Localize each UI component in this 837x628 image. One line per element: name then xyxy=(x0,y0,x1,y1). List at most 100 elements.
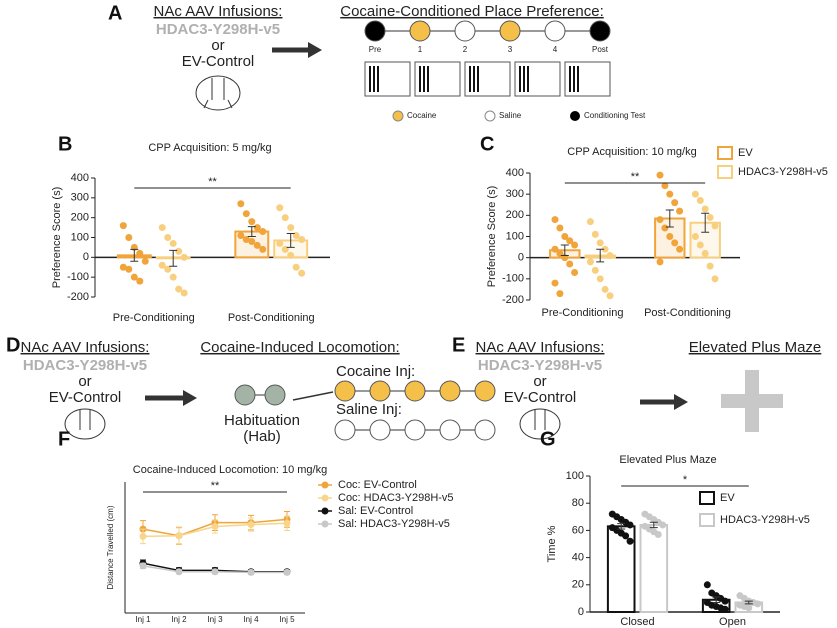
y-tick-label: 100 xyxy=(506,230,524,242)
data-point xyxy=(745,604,753,612)
bar xyxy=(639,523,669,614)
habituation: Habituation xyxy=(224,412,300,429)
y-axis-label: Distance Travelled (cm) xyxy=(106,505,115,589)
virus: HDAC3-Y298H-v5 xyxy=(23,357,147,374)
chart: CPP Acquisition: 10 mg/kg Preference Scor… xyxy=(486,146,828,319)
x-tick-label: Pre-Conditioning xyxy=(113,312,195,324)
data-point xyxy=(292,263,300,271)
y-tick-label: 100 xyxy=(71,231,89,243)
control: EV-Control xyxy=(504,389,577,406)
y-tick-label: 300 xyxy=(71,192,89,204)
data-point xyxy=(622,532,630,540)
marker xyxy=(283,519,291,527)
data-point xyxy=(164,265,172,273)
data-point xyxy=(169,273,177,281)
chart-title: Elevated Plus Maze xyxy=(619,454,716,466)
control: EV-Control xyxy=(49,389,122,406)
data-point xyxy=(626,521,634,529)
infusion-title: NAc AAV Infusions: xyxy=(154,3,283,20)
data-point xyxy=(721,597,729,605)
session-label: 2 xyxy=(463,45,468,54)
data-point xyxy=(666,233,674,240)
y-tick-label: 400 xyxy=(506,167,524,179)
significance: ** xyxy=(211,480,220,492)
data-point xyxy=(571,268,579,276)
session-label: Pre xyxy=(369,45,382,54)
data-point xyxy=(596,275,604,283)
error-bar xyxy=(596,248,605,263)
legend-swatch xyxy=(717,146,733,160)
data-point xyxy=(656,216,664,224)
data-point xyxy=(606,292,614,300)
y-tick-label: 400 xyxy=(71,172,89,184)
legend-label: EV xyxy=(738,147,753,159)
marker xyxy=(211,568,219,576)
error-bar xyxy=(130,248,139,262)
hab-circle xyxy=(264,384,286,406)
virus: HDAC3-Y298H-v5 xyxy=(156,21,280,38)
y-tick-label: 40 xyxy=(572,552,584,564)
error-bar xyxy=(286,233,295,248)
significance: ** xyxy=(208,176,217,188)
chart: CPP Acquisition: 5 mg/kg Preference Score… xyxy=(51,142,330,324)
legend-label: HDAC3-Y298H-v5 xyxy=(720,514,810,526)
brain-icon xyxy=(519,408,561,440)
error-bar xyxy=(649,521,658,529)
legend-label: Coc: HDAC3-Y298H-v5 xyxy=(338,492,454,504)
brain-icon xyxy=(195,75,241,111)
legend-label: Sal: HDAC3-Y298H-v5 xyxy=(338,518,450,530)
y-tick-label: 300 xyxy=(506,188,524,200)
data-point xyxy=(141,257,149,265)
legend-marker xyxy=(321,507,329,515)
data-point xyxy=(706,262,714,270)
panel-letter: F xyxy=(58,428,70,450)
x-tick-label: Inj 4 xyxy=(243,615,259,624)
data-point xyxy=(119,222,127,230)
data-point xyxy=(164,234,172,241)
panel-letter: A xyxy=(108,2,122,24)
chart-title: CPP Acquisition: 5 mg/kg xyxy=(148,142,271,154)
data-point xyxy=(175,247,183,255)
error-bar xyxy=(712,596,721,603)
chart-title: Cocaine-Induced Locomotion: 10 mg/kg xyxy=(133,464,327,476)
data-point xyxy=(136,277,144,285)
saline-inj: Saline Inj: xyxy=(336,401,402,418)
data-point xyxy=(259,228,267,236)
data-point xyxy=(551,279,559,287)
error-bar xyxy=(701,212,710,233)
y-axis-label: Preference Score (s) xyxy=(51,187,63,288)
chart: Cocaine-Induced Locomotion: 10 mg/kg Dist… xyxy=(106,464,453,624)
data-point xyxy=(586,258,594,266)
data-point xyxy=(654,530,662,538)
y-axis-label: Preference Score (s) xyxy=(486,186,498,287)
data-point xyxy=(721,605,729,613)
legend-text: Cocaine xyxy=(407,111,437,120)
error-bar xyxy=(247,226,256,238)
data-point xyxy=(242,210,250,218)
data-point xyxy=(276,204,284,212)
legend-marker xyxy=(321,481,329,489)
data-point xyxy=(180,289,188,297)
legend-label: EV xyxy=(720,492,735,504)
panel-letter: B xyxy=(58,133,72,155)
arrow-head xyxy=(674,394,688,410)
data-point xyxy=(298,269,306,277)
legend-swatch xyxy=(699,491,715,505)
data-point xyxy=(666,190,674,198)
virus: HDAC3-Y298H-v5 xyxy=(478,357,602,374)
session-label: 3 xyxy=(508,45,513,54)
session-circle xyxy=(454,20,476,42)
marker xyxy=(247,521,255,529)
data-point xyxy=(119,263,127,271)
data-point xyxy=(701,205,709,213)
y-tick-label: 200 xyxy=(506,209,524,221)
data-point xyxy=(659,521,667,529)
legend-label: HDAC3-Y298H-v5 xyxy=(738,166,828,178)
data-point xyxy=(287,251,295,259)
data-point xyxy=(591,266,599,274)
data-point xyxy=(566,237,574,245)
panel-letter: G xyxy=(540,428,556,450)
data-point xyxy=(551,245,559,253)
